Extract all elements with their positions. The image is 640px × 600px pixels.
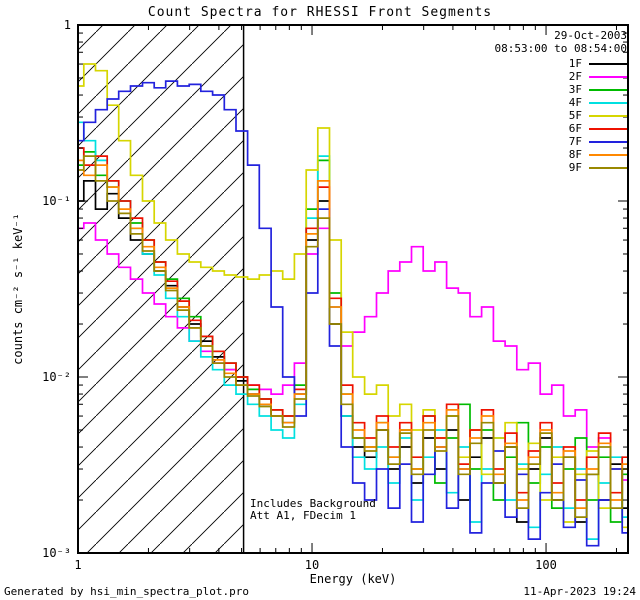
legend-item-6f: 6F — [569, 122, 627, 135]
legend-color-line — [589, 166, 627, 169]
legend-item-5f: 5F — [569, 109, 627, 122]
note-includes-background: Includes Background — [250, 497, 376, 510]
y-tick-label: 10⁻¹ — [42, 194, 71, 208]
hatched-low-energy-region — [78, 25, 244, 553]
legend-label: 5F — [568, 109, 582, 122]
legend-item-7f: 7F — [569, 135, 627, 148]
legend-color-line — [589, 101, 627, 104]
generated-by-text: Generated by hsi_min_spectra_plot.pro — [4, 585, 250, 598]
plot-frame — [77, 24, 629, 554]
legend-color-line — [589, 153, 627, 156]
observation-time-range: 08:53:00 to 08:54:00 — [494, 42, 627, 55]
spectrum-line-9f — [78, 155, 628, 518]
legend-item-9f: 9F — [569, 161, 627, 174]
y-tick-label: 10⁻² — [42, 370, 71, 384]
note-attenuator-state: Att A1, FDecim 1 — [250, 509, 356, 522]
legend-color-line — [589, 140, 627, 143]
legend-label: 8F — [568, 148, 582, 161]
y-tick-label: 1 — [64, 18, 71, 32]
legend-item-1f: 1F — [569, 57, 627, 70]
legend-color-line — [589, 114, 627, 117]
y-axis-label: counts cm⁻² s⁻¹ keV⁻¹ — [11, 213, 25, 365]
legend-label: 7F — [568, 135, 582, 148]
x-tick-label: 1 — [74, 558, 81, 572]
legend-color-line — [589, 75, 627, 78]
detector-legend: 1F 2F 3F 4F 5F 6F 7F 8F 9F — [569, 57, 627, 174]
legend-color-line — [589, 88, 627, 91]
spectra-series-group — [78, 63, 628, 547]
legend-label: 4F — [568, 96, 582, 109]
legend-label: 6F — [568, 122, 582, 135]
generation-timestamp: 11-Apr-2023 19:24 — [523, 585, 636, 598]
tick-labels: 1 10 100 1 10⁻¹ 10⁻² 10⁻³ — [42, 18, 557, 572]
legend-item-2f: 2F — [569, 70, 627, 83]
legend-label: 3F — [568, 83, 582, 96]
x-axis-label: Energy (keV) — [309, 572, 397, 586]
spectrum-line-7f — [78, 80, 628, 547]
legend-color-line — [589, 62, 627, 65]
legend-label: 2F — [568, 70, 582, 83]
legend-item-3f: 3F — [569, 83, 627, 96]
legend-item-4f: 4F — [569, 96, 627, 109]
x-tick-label: 100 — [535, 558, 557, 572]
legend-item-8f: 8F — [569, 148, 627, 161]
page-title: Count Spectra for RHESSI Front Segments — [147, 5, 493, 20]
observation-date: 29-Oct-2003 — [554, 29, 627, 42]
legend-label: 1F — [568, 57, 582, 70]
legend-color-line — [589, 127, 627, 130]
axis-ticks — [77, 24, 628, 554]
legend-label: 9F — [568, 161, 582, 174]
x-tick-label: 10 — [305, 558, 319, 572]
y-tick-label: 10⁻³ — [42, 546, 71, 560]
